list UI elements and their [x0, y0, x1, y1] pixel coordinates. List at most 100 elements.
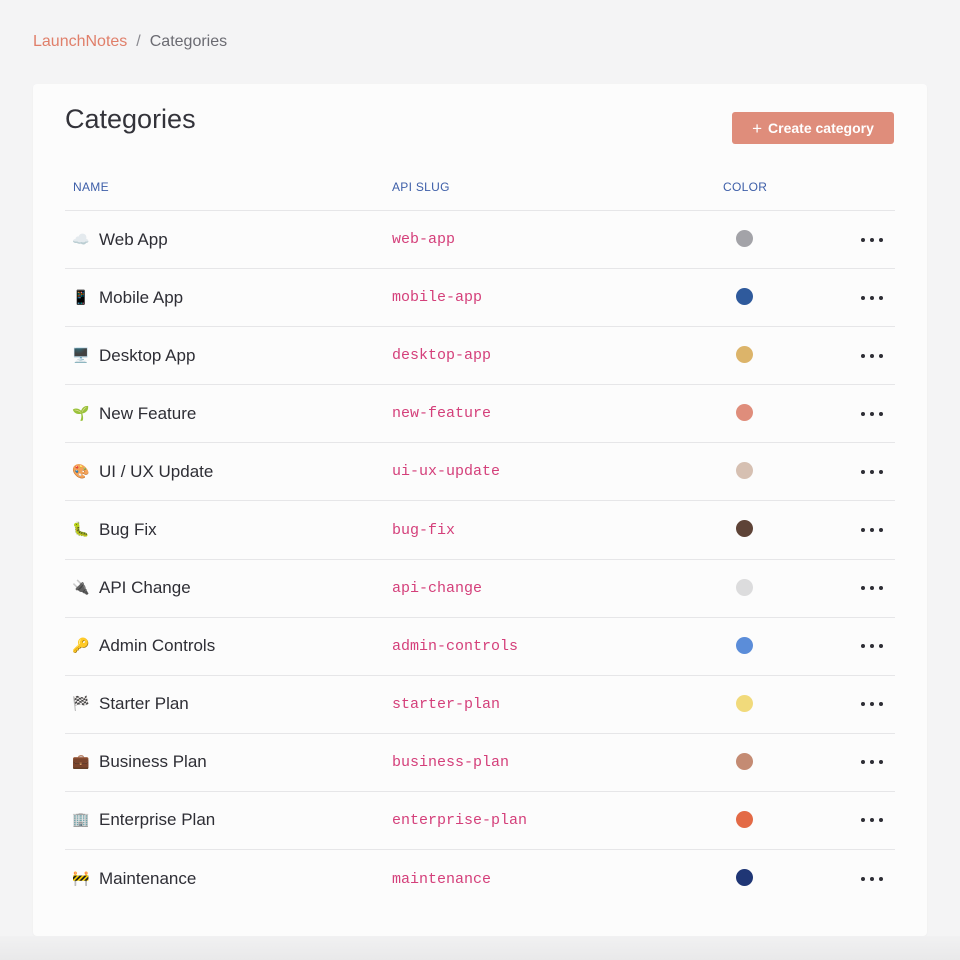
- ellipsis-icon: [870, 353, 874, 358]
- create-category-button[interactable]: + Create category: [732, 112, 894, 144]
- more-options-button[interactable]: [855, 269, 889, 326]
- ellipsis-icon: [870, 877, 874, 882]
- category-name-cell: 🔑 Admin Controls: [72, 618, 215, 675]
- ellipsis-icon: [861, 528, 865, 533]
- ellipsis-icon: [879, 528, 883, 533]
- ellipsis-icon: [879, 411, 883, 416]
- more-options-button[interactable]: [855, 792, 889, 849]
- seedling-icon: 🌱: [72, 405, 90, 422]
- more-options-button[interactable]: [855, 850, 889, 908]
- table-row[interactable]: 🔑 Admin Controls admin-controls: [65, 618, 895, 676]
- category-name: Maintenance: [99, 869, 197, 889]
- category-name: Web App: [99, 229, 168, 249]
- more-options-button[interactable]: [855, 501, 889, 558]
- category-color-swatch: [736, 869, 753, 887]
- category-name-cell: 🏁 Starter Plan: [72, 676, 189, 733]
- table-row[interactable]: 🐛 Bug Fix bug-fix: [65, 501, 895, 560]
- category-api-slug: new-feature: [392, 405, 492, 423]
- category-name: Desktop App: [99, 345, 196, 365]
- table-row[interactable]: 💼 Business Plan business-plan: [65, 734, 895, 792]
- ellipsis-icon: [870, 818, 874, 823]
- ellipsis-icon: [870, 469, 874, 474]
- category-color-swatch: [736, 288, 753, 306]
- more-options-button[interactable]: [855, 618, 889, 675]
- category-name-cell: 🎨 UI / UX Update: [72, 443, 213, 500]
- category-color-swatch: [736, 636, 753, 654]
- table-row[interactable]: 🏁 Starter Plan starter-plan: [65, 676, 895, 734]
- category-name: Admin Controls: [99, 636, 216, 656]
- office-building-icon: 🏢: [72, 812, 90, 829]
- ellipsis-icon: [879, 877, 883, 882]
- table-row[interactable]: ☁️ Web App web-app: [65, 211, 895, 270]
- ellipsis-icon: [861, 818, 865, 823]
- ellipsis-icon: [861, 877, 865, 882]
- category-name-cell: 🖥️ Desktop App: [72, 327, 195, 384]
- ellipsis-icon: [861, 760, 865, 765]
- ellipsis-icon: [870, 528, 874, 533]
- more-options-button[interactable]: [855, 385, 889, 442]
- construction-icon: 🚧: [72, 871, 90, 888]
- cloud-icon: ☁️: [72, 231, 90, 248]
- table-row[interactable]: 🎨 UI / UX Update ui-ux-update: [65, 443, 895, 502]
- category-name-cell: 💼 Business Plan: [72, 734, 207, 791]
- category-name: Starter Plan: [99, 694, 189, 714]
- table-row[interactable]: 📱 Mobile App mobile-app: [65, 269, 895, 328]
- ellipsis-icon: [870, 760, 874, 765]
- ellipsis-icon: [879, 353, 883, 358]
- table-row[interactable]: 🖥️ Desktop App desktop-app: [65, 327, 895, 386]
- categories-card: Categories + Create category NAME API SL…: [33, 84, 927, 936]
- more-options-button[interactable]: [855, 734, 889, 791]
- ellipsis-icon: [861, 411, 865, 416]
- more-options-button[interactable]: [855, 327, 889, 384]
- page-footer-strip: [0, 936, 960, 960]
- ellipsis-icon: [861, 702, 865, 707]
- table-row[interactable]: 🌱 New Feature new-feature: [65, 385, 895, 444]
- create-category-label: Create category: [768, 120, 874, 136]
- more-options-button[interactable]: [855, 443, 889, 500]
- category-api-slug: starter-plan: [392, 695, 501, 713]
- category-color-swatch: [736, 578, 753, 596]
- category-name-cell: 📱 Mobile App: [72, 269, 183, 326]
- category-color-swatch: [736, 810, 753, 828]
- category-api-slug: desktop-app: [392, 347, 492, 365]
- category-name: Mobile App: [99, 287, 184, 307]
- bug-icon: 🐛: [72, 522, 90, 539]
- category-api-slug: mobile-app: [392, 289, 483, 307]
- ellipsis-icon: [870, 586, 874, 591]
- table-row[interactable]: 🏢 Enterprise Plan enterprise-plan: [65, 792, 895, 851]
- desktop-computer-icon: 🖥️: [72, 347, 90, 364]
- breadcrumb-current: Categories: [149, 33, 228, 50]
- electric-plug-icon: 🔌: [72, 580, 90, 597]
- briefcase-icon: 💼: [72, 754, 90, 771]
- breadcrumb-link-launchnotes[interactable]: LaunchNotes: [33, 33, 128, 50]
- ellipsis-icon: [870, 295, 874, 300]
- category-api-slug: bug-fix: [392, 521, 456, 539]
- category-color-swatch: [736, 346, 753, 364]
- ellipsis-icon: [861, 469, 865, 474]
- page-title: Categories: [65, 104, 196, 134]
- category-list: ☁️ Web App web-app 📱 Mobile App mobile-app 🖥️ D…: [65, 211, 895, 908]
- category-color-swatch: [736, 694, 753, 712]
- ellipsis-icon: [879, 469, 883, 474]
- category-name: Bug Fix: [99, 520, 157, 540]
- category-color-swatch: [736, 462, 753, 480]
- more-options-button[interactable]: [855, 211, 889, 268]
- ellipsis-icon: [879, 818, 883, 823]
- table-row[interactable]: 🚧 Maintenance maintenance: [65, 850, 895, 908]
- category-name: UI / UX Update: [99, 461, 214, 481]
- category-name-cell: 🌱 New Feature: [72, 385, 196, 442]
- more-options-button[interactable]: [855, 676, 889, 733]
- column-header-color: COLOR: [723, 180, 768, 194]
- category-api-slug: business-plan: [392, 753, 510, 771]
- palette-icon: 🎨: [72, 463, 90, 480]
- category-name-cell: 🔌 API Change: [72, 560, 191, 617]
- category-api-slug: enterprise-plan: [392, 811, 528, 829]
- category-name: API Change: [99, 578, 191, 598]
- more-options-button[interactable]: [855, 560, 889, 617]
- ellipsis-icon: [861, 644, 865, 649]
- table-row[interactable]: 🔌 API Change api-change: [65, 560, 895, 618]
- ellipsis-icon: [861, 237, 865, 242]
- category-api-slug: admin-controls: [392, 637, 519, 655]
- category-name: Business Plan: [99, 752, 207, 772]
- category-name-cell: 🚧 Maintenance: [72, 850, 196, 908]
